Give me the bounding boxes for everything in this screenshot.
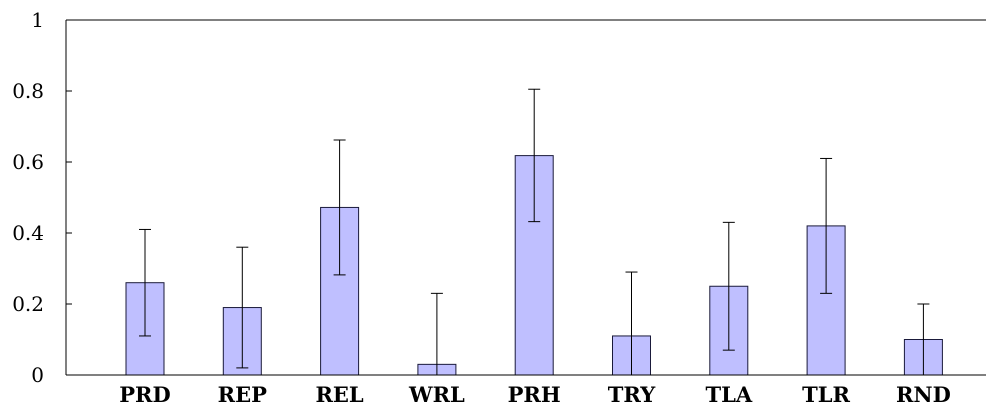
y-tick-label: 0.2 — [12, 292, 44, 316]
x-tick-label-rnd: RND — [896, 382, 951, 406]
error-bar-prd — [139, 228, 151, 337]
x-tick-label-try: TRY — [608, 382, 656, 406]
x-ticks-layer: PRD REP REL WRL PRH TRY TLA TLR RND — [119, 382, 951, 407]
x-tick-label-tlr: TLR — [802, 382, 850, 406]
error-bar-wrl — [430, 292, 443, 376]
y-tick-label: 1 — [31, 8, 44, 32]
y-tick-label: 0.8 — [12, 79, 44, 103]
y-ticks-layer: 0 0.2 0.4 0.6 0.8 1 — [12, 8, 72, 387]
y-tick-label: 0 — [31, 363, 44, 387]
y-tick-label: 0.6 — [12, 150, 44, 174]
error-bar-rep — [236, 246, 249, 369]
error-bar-tlr — [820, 157, 833, 294]
x-tick-label-rel: REL — [315, 382, 363, 406]
error-bar-tla — [722, 221, 735, 351]
y-tick-label: 0.4 — [12, 221, 44, 245]
x-tick-label-prd: PRD — [119, 382, 170, 406]
x-tick-label-tla: TLA — [705, 382, 752, 406]
error-bar-prh — [528, 88, 541, 223]
axes-layer — [65, 19, 986, 376]
x-tick-label-wrl: WRL — [408, 382, 465, 406]
x-tick-label-rep: REP — [218, 382, 267, 406]
error-bars-layer — [139, 88, 930, 376]
x-tick-label-prh: PRH — [508, 382, 561, 406]
error-bar-rel — [333, 139, 346, 276]
